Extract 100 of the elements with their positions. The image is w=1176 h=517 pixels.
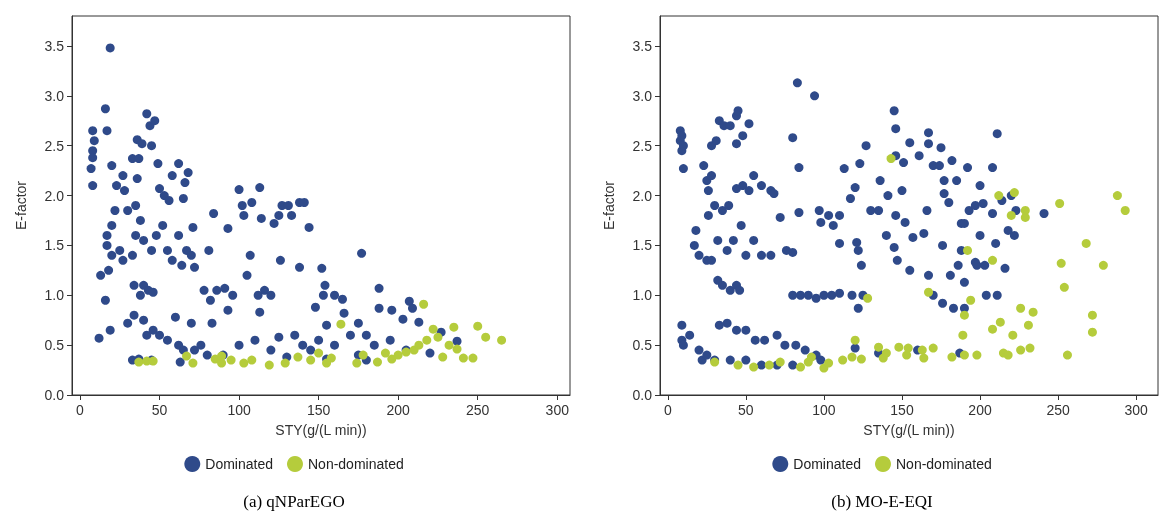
x-axis-title: STY(g/(L min)) (863, 422, 955, 438)
point (903, 343, 913, 353)
y-tick-label: 1.0 (632, 287, 653, 304)
point (894, 342, 904, 352)
point (239, 358, 249, 368)
y-tick-label: 1.5 (632, 237, 653, 254)
y-tick-label: 3.0 (632, 87, 653, 104)
point (1056, 258, 1066, 268)
point (806, 352, 816, 362)
point (1055, 199, 1065, 208)
point (886, 154, 896, 164)
x-tick-label: 300 (1124, 402, 1149, 418)
point (452, 344, 462, 354)
point (264, 360, 274, 370)
x-tick-label: 50 (738, 402, 754, 418)
point (994, 191, 1004, 201)
x-tick-label: 50 (151, 402, 168, 418)
point (449, 322, 459, 332)
point (358, 350, 368, 360)
point (314, 348, 324, 358)
point (995, 317, 1005, 327)
point (924, 287, 934, 297)
point (847, 352, 857, 362)
legend-label: Dominated (205, 456, 273, 472)
point (1016, 345, 1026, 355)
x-tick-label: 150 (890, 402, 914, 418)
point (247, 355, 257, 365)
y-tick-label: 1.5 (44, 237, 65, 254)
point (863, 293, 873, 303)
y-tick-label: 0.0 (632, 387, 653, 403)
point (850, 335, 860, 345)
point (336, 319, 346, 329)
x-tick-label: 150 (306, 402, 331, 418)
point (1059, 282, 1069, 292)
point (881, 348, 891, 358)
y-tick-label: 0.5 (44, 337, 65, 354)
text: (a) qNParEGO (243, 492, 345, 511)
point (764, 360, 774, 370)
point (1087, 327, 1097, 337)
point (497, 335, 507, 345)
point (958, 330, 968, 340)
legend-label: Dominated (793, 456, 861, 472)
point (959, 350, 969, 360)
point (928, 343, 938, 353)
point (1112, 191, 1122, 201)
point (988, 255, 998, 265)
point (1025, 343, 1035, 353)
point (380, 348, 390, 358)
y-tick-label: 2.0 (44, 187, 65, 204)
y-tick-label: 0.0 (44, 387, 65, 403)
point (326, 353, 336, 363)
point (959, 310, 969, 320)
point (824, 358, 834, 368)
point (473, 321, 483, 331)
legend-label: Non-dominated (895, 456, 992, 472)
x-tick-label: 200 (386, 402, 411, 418)
point (749, 362, 759, 372)
point (963, 245, 973, 255)
x-tick-label: 200 (968, 402, 992, 418)
point (733, 360, 743, 370)
x-tick-label: 300 (545, 402, 570, 418)
point (293, 352, 303, 362)
x-tick-label: 100 (227, 402, 251, 418)
point (1023, 320, 1033, 330)
x-axis-title: STY(g/(L min)) (275, 422, 367, 438)
point (1098, 260, 1108, 270)
point (414, 340, 424, 350)
point (419, 299, 429, 309)
y-tick-label: 2.5 (632, 137, 653, 154)
x-tick-label: 0 (76, 402, 85, 418)
point (1016, 303, 1026, 313)
point (1020, 205, 1030, 215)
y-tick-label: 1.0 (44, 287, 65, 304)
point (422, 335, 432, 345)
x-tick-label: 250 (1046, 402, 1070, 418)
point (468, 353, 478, 363)
point (919, 353, 929, 363)
point (1120, 205, 1130, 215)
point (856, 354, 866, 364)
x-tick-label: 100 (812, 402, 836, 418)
y-tick-label: 2.5 (44, 137, 65, 154)
text: (b) MO-E-EQI (831, 492, 934, 511)
point (438, 352, 448, 362)
point (1006, 210, 1016, 220)
y-tick-label: 2.0 (632, 187, 653, 204)
y-axis-title: E-factor (601, 180, 617, 231)
point (988, 324, 998, 334)
y-tick-label: 0.5 (632, 337, 653, 354)
point (182, 351, 192, 361)
y-tick-label: 3.0 (44, 87, 65, 104)
point (372, 357, 382, 367)
point (444, 340, 454, 350)
point (481, 332, 491, 342)
point (387, 354, 397, 364)
point (1028, 307, 1038, 317)
point (917, 345, 927, 355)
point (838, 355, 848, 365)
point (1087, 310, 1097, 320)
point (280, 358, 290, 368)
point (972, 350, 982, 360)
